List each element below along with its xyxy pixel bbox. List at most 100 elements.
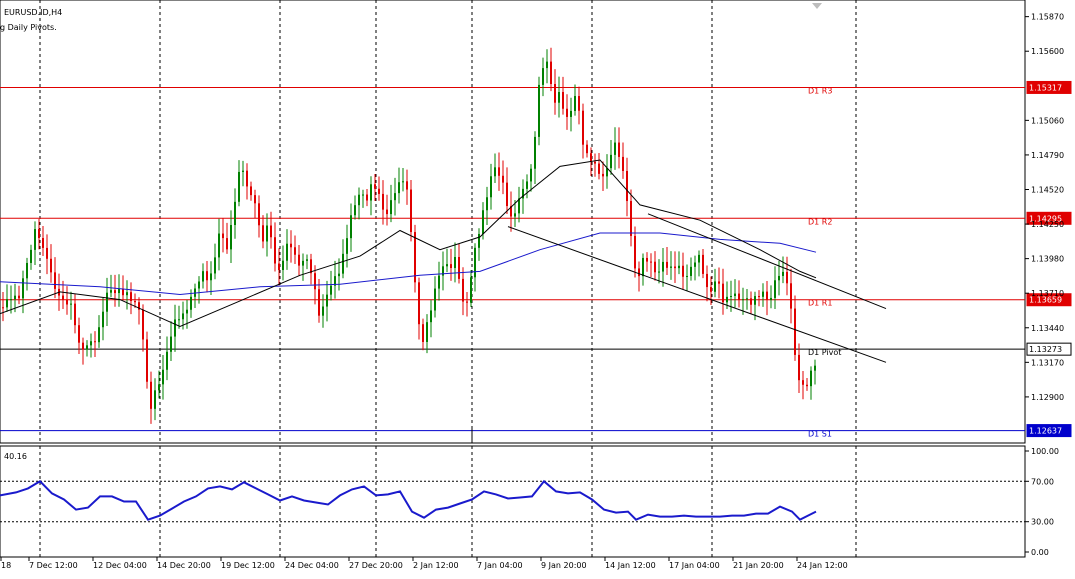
candle-body (762, 291, 764, 297)
candle-body (106, 292, 108, 312)
time-axis-label: 7 Dec 12:00 (29, 561, 78, 570)
candle-body (90, 341, 92, 346)
price-tag-text: 1.15317 (1029, 83, 1062, 92)
candle-body (390, 200, 392, 215)
candle-body (514, 213, 516, 217)
candle-body (298, 254, 300, 266)
candle-body (418, 282, 420, 325)
candle-body (74, 303, 76, 326)
candle-body (814, 365, 816, 371)
candle-body (726, 296, 728, 303)
candle-body (474, 247, 476, 278)
time-axis-label: 14 Jan 12:00 (605, 561, 656, 570)
candle-body (510, 206, 512, 217)
candle-body (718, 281, 720, 284)
candle-body (10, 299, 12, 301)
candle-body (322, 306, 324, 316)
candle-body (326, 294, 328, 307)
time-axis-label: 19 Dec 12:00 (221, 561, 275, 570)
candle-body (674, 266, 676, 269)
candle-body (782, 271, 784, 276)
candle-body (214, 257, 216, 274)
candle-body (810, 370, 812, 387)
candle-body (646, 257, 648, 262)
candle-body (790, 283, 792, 309)
time-axis-label: 12 Dec 04:00 (93, 561, 147, 570)
price-tag: 1.12637 (1026, 424, 1072, 438)
rsi-axis-label: 0.00 (1031, 548, 1049, 557)
moving-average-line (0, 159, 817, 328)
candle-body (410, 189, 412, 233)
candle-body (254, 195, 256, 204)
candle-body (290, 243, 292, 248)
candle-body (302, 260, 304, 266)
candle-body (618, 142, 620, 157)
pivot-label: D1 Pivot (808, 348, 841, 357)
candle-body (582, 110, 584, 145)
moving-average-line (0, 232, 817, 296)
candle-body (246, 170, 248, 187)
price-tag-box (1026, 293, 1072, 307)
candle-body (62, 295, 64, 300)
candle-body (486, 197, 488, 211)
candle-body (566, 108, 568, 117)
candle-body (70, 303, 72, 305)
candle-body (666, 261, 668, 268)
price-axis-label: 1.13170 (1031, 358, 1064, 367)
time-axis-label: 24 Dec 04:00 (285, 561, 339, 570)
candle-body (450, 264, 452, 269)
candle-body (634, 235, 636, 269)
candle-body (678, 265, 680, 269)
trendlines[interactable] (507, 213, 887, 363)
candle-body (442, 266, 444, 276)
candle-body (354, 205, 356, 216)
axes: 1.15870 1.15600 1.15060 1.14790 1.14520 1.142… (0, 13, 1064, 570)
candle-body (338, 273, 340, 277)
price-axis-label: 1.15600 (1031, 47, 1064, 56)
candle-body (466, 301, 468, 303)
candle-body (242, 170, 244, 172)
candle-body (166, 351, 168, 370)
candle-body (534, 136, 536, 169)
chart-shift-marker-icon[interactable] (812, 3, 822, 9)
candle-body (598, 163, 600, 174)
pivot-label: D1 R3 (808, 86, 832, 95)
trendline (507, 226, 887, 363)
candle-body (546, 61, 548, 69)
candle-body (702, 254, 704, 274)
candle-body (530, 168, 532, 182)
candle-body (382, 193, 384, 210)
candle-body (118, 288, 120, 294)
candle-body (586, 144, 588, 154)
time-axis-label: 17 Jan 04:00 (669, 561, 720, 570)
candle-body (498, 167, 500, 176)
candle-body (202, 271, 204, 282)
price-axis-label: 1.14790 (1031, 151, 1064, 160)
candle-body (374, 184, 376, 189)
candle-body (318, 289, 320, 316)
candle-body (394, 193, 396, 201)
candle-body (98, 327, 100, 343)
candle-body (66, 299, 68, 305)
candle-body (122, 288, 124, 296)
candle-body (446, 264, 448, 267)
price-tag-box (1026, 342, 1072, 356)
candle-body (26, 262, 28, 279)
candle-body (682, 265, 684, 277)
price-tag-text: 1.14295 (1029, 214, 1062, 223)
candle-body (710, 287, 712, 292)
price-tag-box (1026, 424, 1072, 438)
candle-body (606, 168, 608, 177)
candle-body (542, 68, 544, 85)
candle-body (154, 390, 156, 409)
price-tag: 1.13659 (1026, 293, 1072, 307)
rsi-indicator (0, 479, 1025, 523)
candle-body (766, 291, 768, 300)
candle-body (662, 261, 664, 272)
candle-body (454, 257, 456, 269)
candle-body (310, 259, 312, 274)
candle-body (334, 276, 336, 286)
candle-body (774, 280, 776, 298)
